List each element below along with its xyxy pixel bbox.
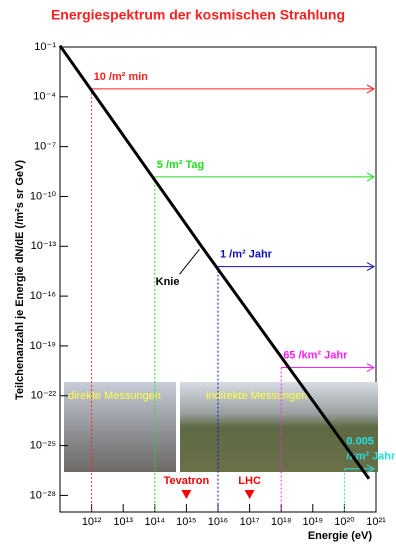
- chart-title: Energiespektrum der kosmischen Strahlung: [51, 7, 345, 23]
- y-tick-label: 10⁻⁷: [34, 141, 56, 153]
- marker-label: 10 /m² min: [94, 71, 149, 83]
- x-tick-label: 10¹⁷: [240, 516, 260, 528]
- knee-label: Knie: [156, 276, 180, 288]
- x-tick-label: 10¹³: [113, 516, 133, 528]
- accelerator-label: Tevatron: [164, 475, 210, 487]
- x-tick-label: 10²⁰: [334, 516, 355, 528]
- x-tick-label: 10¹²: [82, 516, 102, 528]
- x-tick-label: 10²¹: [366, 516, 386, 528]
- y-tick-label: 10⁻²⁸: [30, 489, 56, 501]
- photo-label: direkte Messungen: [68, 390, 161, 402]
- x-tick-label: 10¹⁵: [176, 516, 196, 528]
- marker-label: 1 /m² Jahr: [220, 248, 273, 260]
- marker-label: 0.005: [346, 436, 374, 448]
- y-tick-label: 10⁻¹⁹: [30, 340, 56, 352]
- y-tick-label: 10⁻¹⁶: [30, 290, 56, 302]
- y-tick-label: 10⁻¹⁰: [30, 190, 57, 202]
- y-tick-label: 10⁻¹: [34, 41, 56, 53]
- chart: Energiespektrum der kosmischen Strahlung…: [0, 0, 396, 545]
- knee-pointer: [179, 249, 199, 274]
- y-axis-title: Teilchenanzahl je Energie dN/dE (/m²s sr…: [14, 160, 26, 400]
- marker-label: 65 /km² Jahr: [283, 349, 348, 361]
- photo-label: indirekte Messungen: [206, 390, 308, 402]
- x-tick-label: 10¹⁹: [302, 516, 323, 528]
- x-tick-label: 10¹⁶: [208, 516, 228, 528]
- y-tick-label: 10⁻²²: [31, 390, 57, 402]
- y-tick-label: 10⁻⁴: [33, 91, 56, 103]
- marker-label: 5 /m² Tag: [157, 159, 204, 171]
- x-tick-label: 10¹⁸: [271, 516, 292, 528]
- accelerator-marker: [245, 490, 255, 499]
- x-tick-label: 10¹⁴: [144, 516, 165, 528]
- x-axis-title: Energie (eV): [308, 530, 373, 542]
- accelerator-marker: [181, 490, 191, 499]
- accelerator-label: LHC: [238, 475, 261, 487]
- y-tick-label: 10⁻¹³: [31, 240, 57, 252]
- y-tick-label: 10⁻²⁵: [30, 439, 56, 451]
